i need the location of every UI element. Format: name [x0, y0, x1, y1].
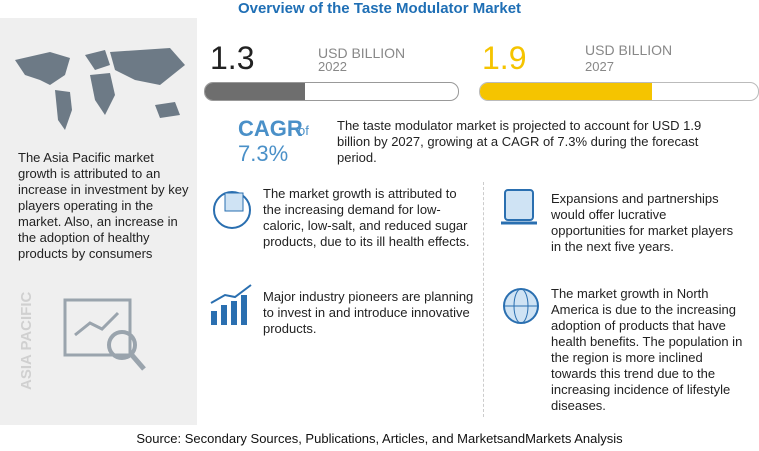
globe-icon — [503, 288, 539, 324]
metric-year: 2022 — [318, 59, 347, 74]
growth-icon — [210, 284, 252, 325]
point: Major industry pioneers are planning to … — [263, 289, 474, 336]
cagr-label: CAGR — [238, 116, 303, 141]
point: The market growth is attributed to the i… — [263, 186, 470, 249]
progress-bar — [479, 82, 759, 101]
cagr-value: 7.3% — [238, 141, 289, 166]
metric-unit: USD BILLION — [318, 45, 406, 61]
progress-bar — [204, 82, 459, 101]
money-icon — [501, 189, 537, 225]
point: The market growth in North America is du… — [551, 286, 743, 413]
metric-value: 1.3 — [210, 40, 255, 76]
region-label: ASIA PACIFIC — [18, 291, 35, 390]
analysis-icon — [63, 298, 146, 371]
divider — [483, 182, 484, 417]
cagr-of: of — [298, 123, 309, 138]
title: Overview of the Taste Modulator Market — [237, 0, 522, 17]
source: Source: Secondary Sources, Publications,… — [136, 431, 623, 446]
point: Expansions and partnerships would offer … — [551, 191, 734, 254]
world-map — [15, 48, 185, 130]
metric-year: 2027 — [585, 59, 614, 74]
left-text: The Asia Pacific market growth is attrib… — [18, 150, 189, 261]
food-icon — [213, 191, 251, 229]
metric-value: 1.9 — [482, 40, 527, 76]
metric-unit: USD BILLION — [585, 42, 673, 58]
summary: The taste modulator market is projected … — [337, 118, 702, 165]
